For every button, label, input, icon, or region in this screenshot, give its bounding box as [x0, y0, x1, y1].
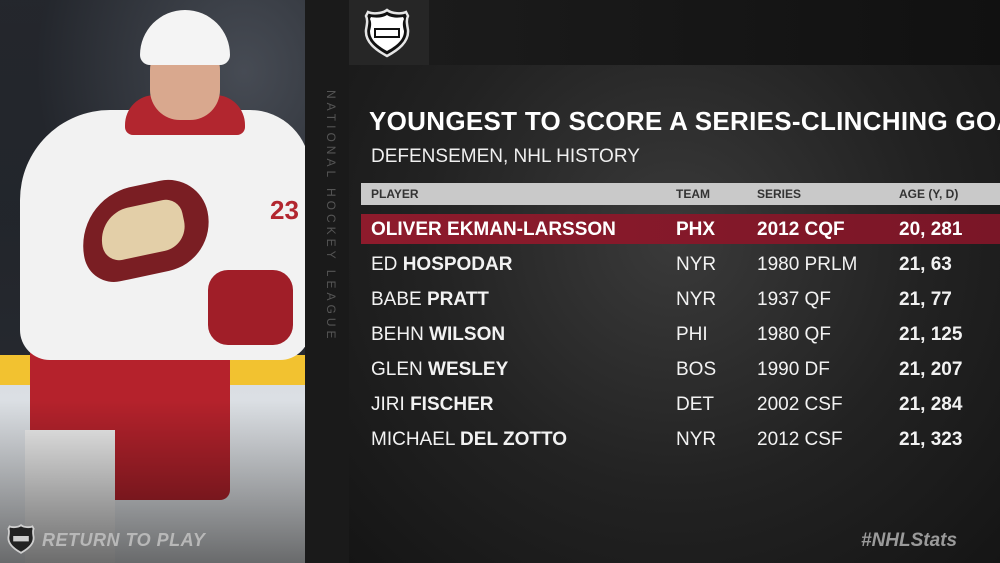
player-name: ED HOSPODAR: [371, 254, 512, 276]
player-name: OLIVER EKMAN-LARSSON: [371, 219, 616, 241]
age-cell: 21, 125: [899, 324, 963, 345]
table-row: BEHN WILSON PHI 1980 QF 21, 125: [361, 319, 1000, 349]
player-first-name: BEHN: [371, 324, 424, 345]
team-cell: NYR: [676, 289, 717, 310]
player-name: BABE PRATT: [371, 289, 489, 311]
player-first-name: BABE: [371, 289, 422, 310]
age-cell: 21, 63: [899, 254, 952, 275]
player-last-name: EKMAN-LARSSON: [447, 219, 616, 240]
photo-fade: [0, 400, 305, 563]
series-cell: 1980 QF: [757, 324, 831, 345]
chart-subtitle: DEFENSEMEN, NHL HISTORY: [371, 146, 640, 167]
age-cell: 20, 281: [899, 219, 963, 240]
column-header-team: TEAM: [676, 187, 710, 201]
age-cell: 21, 284: [899, 394, 963, 415]
player-last-name: DEL ZOTTO: [460, 429, 568, 450]
player-name: JIRI FISCHER: [371, 394, 493, 416]
nhl-shield-small-icon: [7, 524, 35, 554]
player-name: BEHN WILSON: [371, 324, 505, 346]
player-photo: 23: [0, 0, 305, 563]
table-row: JIRI FISCHER DET 2002 CSF 21, 284: [361, 389, 1000, 419]
player-first-name: JIRI: [371, 394, 405, 415]
return-to-play-label: RETURN TO PLAY: [42, 530, 206, 550]
series-cell: 1990 DF: [757, 359, 830, 380]
divider-strip: [305, 0, 349, 563]
player-name: MICHAEL DEL ZOTTO: [371, 429, 567, 451]
series-cell: 1980 PRLM: [757, 254, 858, 275]
table-row: OLIVER EKMAN-LARSSON PHX 2012 CQF 20, 28…: [361, 214, 1000, 244]
team-cell: NYR: [676, 254, 717, 275]
chart-title: YOUNGEST TO SCORE A SERIES-CLINCHING GOA…: [369, 106, 1000, 136]
player-first-name: GLEN: [371, 359, 423, 380]
player-name: GLEN WESLEY: [371, 359, 508, 381]
age-cell: 21, 77: [899, 289, 952, 310]
team-cell: BOS: [676, 359, 717, 380]
league-vertical-text: National Hockey League: [324, 90, 338, 343]
column-header-age: AGE (Y, D): [899, 187, 959, 201]
series-cell: 2012 CQF: [757, 219, 845, 240]
top-bar: [429, 0, 1000, 65]
player-last-name: PRATT: [426, 289, 489, 310]
column-header-player: PLAYER: [371, 187, 419, 201]
table-header: PLAYER TEAM SERIES AGE (Y, D): [361, 183, 1000, 205]
table-row: ED HOSPODAR NYR 1980 PRLM 21, 63: [361, 249, 1000, 279]
nhl-shield-icon: [364, 8, 410, 58]
team-cell: PHX: [676, 219, 716, 240]
series-cell: 1937 QF: [757, 289, 831, 310]
team-cell: DET: [676, 394, 714, 415]
table-row: BABE PRATT NYR 1937 QF 21, 77: [361, 284, 1000, 314]
column-header-series: SERIES: [757, 187, 802, 201]
player-last-name: HOSPODAR: [402, 254, 513, 275]
table-row: GLEN WESLEY BOS 1990 DF 21, 207: [361, 354, 1000, 384]
jersey-number: 23: [270, 195, 299, 225]
team-cell: NYR: [676, 429, 717, 450]
player-last-name: FISCHER: [410, 394, 494, 415]
player-first-name: MICHAEL: [371, 429, 455, 450]
age-cell: 21, 323: [899, 429, 963, 450]
player-first-name: ED: [371, 254, 398, 275]
stats-panel: [349, 65, 1000, 563]
series-cell: 2012 CSF: [757, 429, 843, 450]
player-first-name: OLIVER: [371, 219, 442, 240]
player-last-name: WESLEY: [428, 359, 509, 380]
table-row: MICHAEL DEL ZOTTO NYR 2012 CSF 21, 323: [361, 424, 1000, 454]
team-cell: PHI: [676, 324, 708, 345]
hashtag-label: #NHLStats: [861, 530, 958, 551]
player-glove: [208, 270, 293, 345]
series-cell: 2002 CSF: [757, 394, 843, 415]
age-cell: 21, 207: [899, 359, 963, 380]
player-last-name: WILSON: [429, 324, 506, 345]
